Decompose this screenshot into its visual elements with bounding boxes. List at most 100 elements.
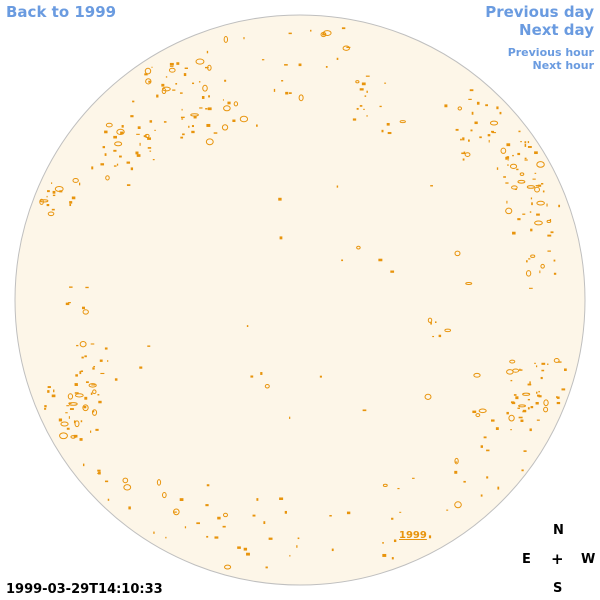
contour-speck: [359, 105, 363, 107]
contour-speck: [278, 197, 282, 201]
contour-speck: [530, 254, 536, 258]
contour-speck: [518, 369, 523, 371]
contour-speck: [82, 463, 85, 467]
contour-speck: [424, 393, 432, 400]
contour-speck: [523, 450, 527, 452]
contour-speck: [361, 82, 366, 86]
contour-speck: [529, 381, 531, 384]
contour-speck: [520, 141, 522, 143]
contour-speck: [92, 389, 97, 395]
contour-speck: [169, 65, 174, 67]
contour-speck: [223, 36, 229, 43]
contour-speck: [432, 335, 435, 338]
contour-speck: [529, 287, 533, 289]
contour-speck: [506, 143, 511, 147]
contour-speck: [100, 163, 105, 166]
contour-speck: [161, 491, 167, 499]
contour-speck: [181, 118, 184, 120]
contour-speck: [534, 151, 538, 155]
contour-speck: [492, 132, 497, 134]
contour-speck: [556, 396, 558, 399]
contour-speck: [208, 95, 210, 98]
contour-speck: [79, 371, 82, 375]
contour-speck: [517, 407, 520, 409]
contour-speck: [500, 147, 507, 154]
contour-speck: [527, 141, 530, 144]
contour-speck: [546, 203, 548, 207]
contour-speck: [381, 129, 384, 133]
contour-speck: [469, 89, 474, 92]
contour-speck: [553, 259, 556, 262]
previous-hour-link[interactable]: Previous hour: [507, 46, 594, 59]
contour-speck: [558, 204, 561, 208]
contour-speck: [471, 111, 474, 115]
contour-speck: [540, 263, 545, 269]
contour-speck: [473, 372, 481, 378]
contour-speck: [496, 167, 499, 170]
contour-speck: [325, 66, 328, 68]
contour-speck: [527, 407, 530, 410]
contour-speck: [543, 406, 549, 413]
contour-speck: [132, 100, 135, 103]
contour-speck: [285, 91, 289, 95]
contour-speck: [518, 130, 521, 133]
contour-speck: [76, 344, 79, 347]
contour-speck: [536, 391, 538, 394]
contour-speck: [105, 175, 110, 181]
contour-speck: [107, 360, 109, 362]
contour-speck: [233, 101, 239, 107]
contour-speck: [553, 358, 560, 363]
contour-speck: [547, 234, 552, 237]
contour-speck: [74, 393, 84, 398]
contour-speck: [165, 76, 168, 78]
contour-speck: [557, 396, 560, 399]
contour-speck: [120, 131, 124, 135]
contour-speck: [454, 470, 458, 474]
contour-speck: [176, 62, 180, 65]
contour-speck: [391, 557, 394, 560]
contour-speck: [135, 151, 139, 155]
compass-north-label: N: [553, 523, 564, 538]
contour-speck: [289, 554, 291, 557]
contour-speck: [517, 152, 521, 156]
contour-speck: [227, 101, 231, 105]
contour-speck: [222, 525, 226, 528]
contour-speck: [536, 213, 540, 216]
compass-west-label: W: [581, 552, 596, 567]
next-hour-link[interactable]: Next hour: [532, 59, 595, 72]
contour-speck: [68, 402, 78, 406]
contour-speck: [537, 394, 540, 397]
contour-speck: [298, 63, 302, 67]
contour-speck: [239, 115, 249, 123]
next-day-link[interactable]: Next day: [519, 21, 594, 39]
contour-speck: [517, 179, 526, 184]
contour-speck: [296, 545, 298, 548]
contour-speck: [397, 487, 400, 490]
contour-speck: [75, 374, 78, 377]
year-link[interactable]: 1999: [399, 530, 427, 541]
contour-speck: [46, 195, 48, 198]
contour-speck: [363, 108, 365, 110]
contour-speck: [378, 258, 383, 262]
contour-speck: [47, 211, 55, 217]
contour-speck: [461, 152, 466, 155]
contour-speck: [156, 479, 162, 486]
contour-speck: [69, 201, 73, 204]
previous-day-link[interactable]: Previous day: [485, 3, 594, 21]
contour-speck: [468, 98, 472, 100]
contour-speck: [243, 37, 245, 40]
contour-speck: [457, 106, 463, 111]
contour-speck: [454, 501, 462, 509]
contour-speck: [175, 83, 178, 85]
contour-speck: [491, 419, 495, 422]
contour-speck: [128, 506, 131, 510]
contour-speck: [44, 405, 47, 408]
contour-speck: [52, 194, 56, 197]
contour-speck: [322, 30, 332, 36]
contour-speck: [121, 125, 124, 128]
contour-speck: [79, 340, 87, 348]
contour-speck: [95, 428, 99, 431]
contour-speck: [80, 370, 84, 373]
back-to-year-link[interactable]: Back to 1999: [6, 3, 117, 21]
contour-speck: [486, 476, 489, 479]
